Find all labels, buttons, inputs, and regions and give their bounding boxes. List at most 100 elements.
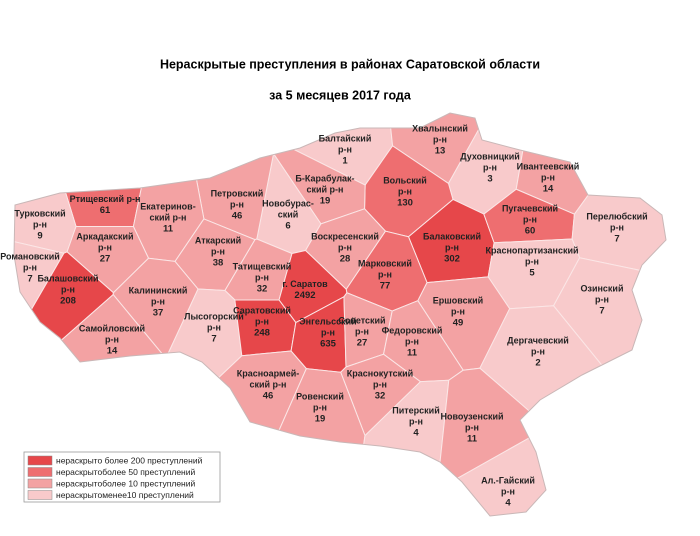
district-name: р-н (33, 219, 47, 229)
district-name: р-н (313, 402, 327, 412)
district-name: р-н (541, 172, 555, 182)
district-name: р-н (338, 242, 352, 252)
district-name: Аткарский (195, 235, 241, 245)
district-value: 14 (107, 346, 118, 357)
district-name: Калининский (129, 285, 188, 295)
district-name: р-н (531, 346, 545, 356)
district-name: р-н (405, 336, 419, 346)
district-name: р-н (445, 242, 459, 252)
district-name: р-н (409, 416, 423, 426)
district-value: 1 (342, 156, 348, 167)
district-area (571, 113, 666, 284)
legend-swatch (27, 478, 53, 489)
district-value: 46 (263, 391, 274, 402)
district-name: ский р-н (149, 212, 186, 222)
district-name: Хвалынский (412, 123, 468, 133)
district-name: Лысогорский (184, 311, 244, 321)
district-name: Балтайский (319, 133, 372, 143)
district-name: р-н (230, 199, 244, 209)
district-value: 6 (285, 221, 290, 232)
district-value: 302 (444, 254, 460, 265)
legend-swatch (27, 455, 53, 466)
district-value: 7 (614, 234, 619, 245)
district-name: р-н (610, 222, 624, 232)
district-name: Федоровский (382, 325, 443, 335)
legend-label: нераскрытоменее10 преступлений (56, 490, 194, 500)
district-name: ский (278, 209, 299, 219)
district-value: 2492 (294, 290, 315, 301)
district-name: р-н (398, 186, 412, 196)
district-name: Екатеринов- (140, 201, 195, 211)
district-name: Ртищевский р-н (70, 194, 141, 204)
district-name: р-н (433, 134, 447, 144)
district-value: 32 (375, 391, 386, 402)
district-name: р-н (98, 242, 112, 252)
district-name: Озинский (580, 283, 623, 293)
district-name: р-н (338, 144, 352, 154)
district-value: 61 (100, 205, 111, 216)
district-value: 14 (543, 184, 554, 195)
district-name: Аркадакский (76, 231, 133, 241)
district-value: 32 (257, 284, 268, 295)
district-name: Ивантеевский (517, 161, 580, 171)
district-name: р-н (207, 322, 221, 332)
district-name: Ал.-Гайский (481, 475, 535, 485)
district-name: Перелюбский (586, 211, 647, 221)
district-value: 7 (27, 274, 32, 285)
legend-frame (23, 451, 221, 503)
district-value: 208 (60, 296, 76, 307)
district-name: Ровенский (296, 391, 344, 401)
legend-label: нераскрытоболее 10 преступлений (56, 478, 195, 488)
district-name: р-н (151, 296, 165, 306)
district-value: 11 (467, 434, 478, 445)
district-name: р-н (211, 246, 225, 256)
district-value: 46 (232, 211, 243, 222)
district-name: Самойловский (79, 323, 145, 333)
district-name: Вольский (383, 175, 427, 185)
district-name: Энгельсский (299, 316, 356, 326)
district-name: р-н (378, 269, 392, 279)
legend-swatch (27, 467, 53, 477)
district-name: Новобурас- (262, 198, 314, 208)
district-labels: Балтайский р-н 1 Хвалынский р-н 13 Духовницкий… (0, 123, 647, 508)
district-name: р-н (105, 334, 119, 344)
district-value: 60 (525, 226, 536, 237)
district-value: 11 (163, 224, 174, 235)
district-value: 7 (599, 306, 604, 317)
district-value: 635 (320, 339, 337, 350)
district-name: Ершовский (433, 295, 483, 305)
district-value: 49 (453, 318, 464, 329)
district-value: 130 (397, 198, 413, 209)
district-name: Новоузенский (440, 411, 503, 421)
district-value: 4 (413, 428, 419, 439)
district-name: р-н (465, 422, 479, 432)
district-name: р-н (525, 256, 539, 266)
district-value: 11 (407, 348, 418, 359)
district-name: ский р-н (306, 184, 343, 194)
district-value: 28 (340, 254, 351, 265)
district-value: 27 (357, 338, 368, 349)
district-value: 7 (211, 334, 216, 345)
district-name: Саратовский (233, 305, 291, 315)
map-title: Нераскрытые преступления в районах Сарат… (160, 57, 540, 71)
district-name: Татищевский (233, 261, 292, 271)
district-value: 9 (37, 231, 42, 242)
legend: нераскрыто более 200 преступлений нераскр… (23, 451, 221, 503)
district-name: Дергачевский (507, 335, 569, 345)
district-name: Балаковский (423, 231, 481, 241)
district-name: р-н (255, 316, 269, 326)
district-name: Романовский (0, 251, 60, 261)
district-value: 38 (213, 258, 224, 269)
district-name: Б-Карабулак- (295, 173, 354, 183)
district-name: Пугачевский (502, 203, 558, 213)
district-name: Балашовский (37, 273, 98, 283)
district-name: р-н (23, 262, 37, 272)
district-name: Духовницкий (460, 151, 520, 161)
district-name: р-н (451, 306, 465, 316)
district-name: р-н (523, 214, 537, 224)
district-name: р-н (501, 486, 515, 496)
district-name: Краснопартизанский (485, 245, 578, 255)
district-name: Советский (338, 315, 385, 325)
legend-label: нераскрытоболее 50 преступлений (56, 467, 195, 477)
